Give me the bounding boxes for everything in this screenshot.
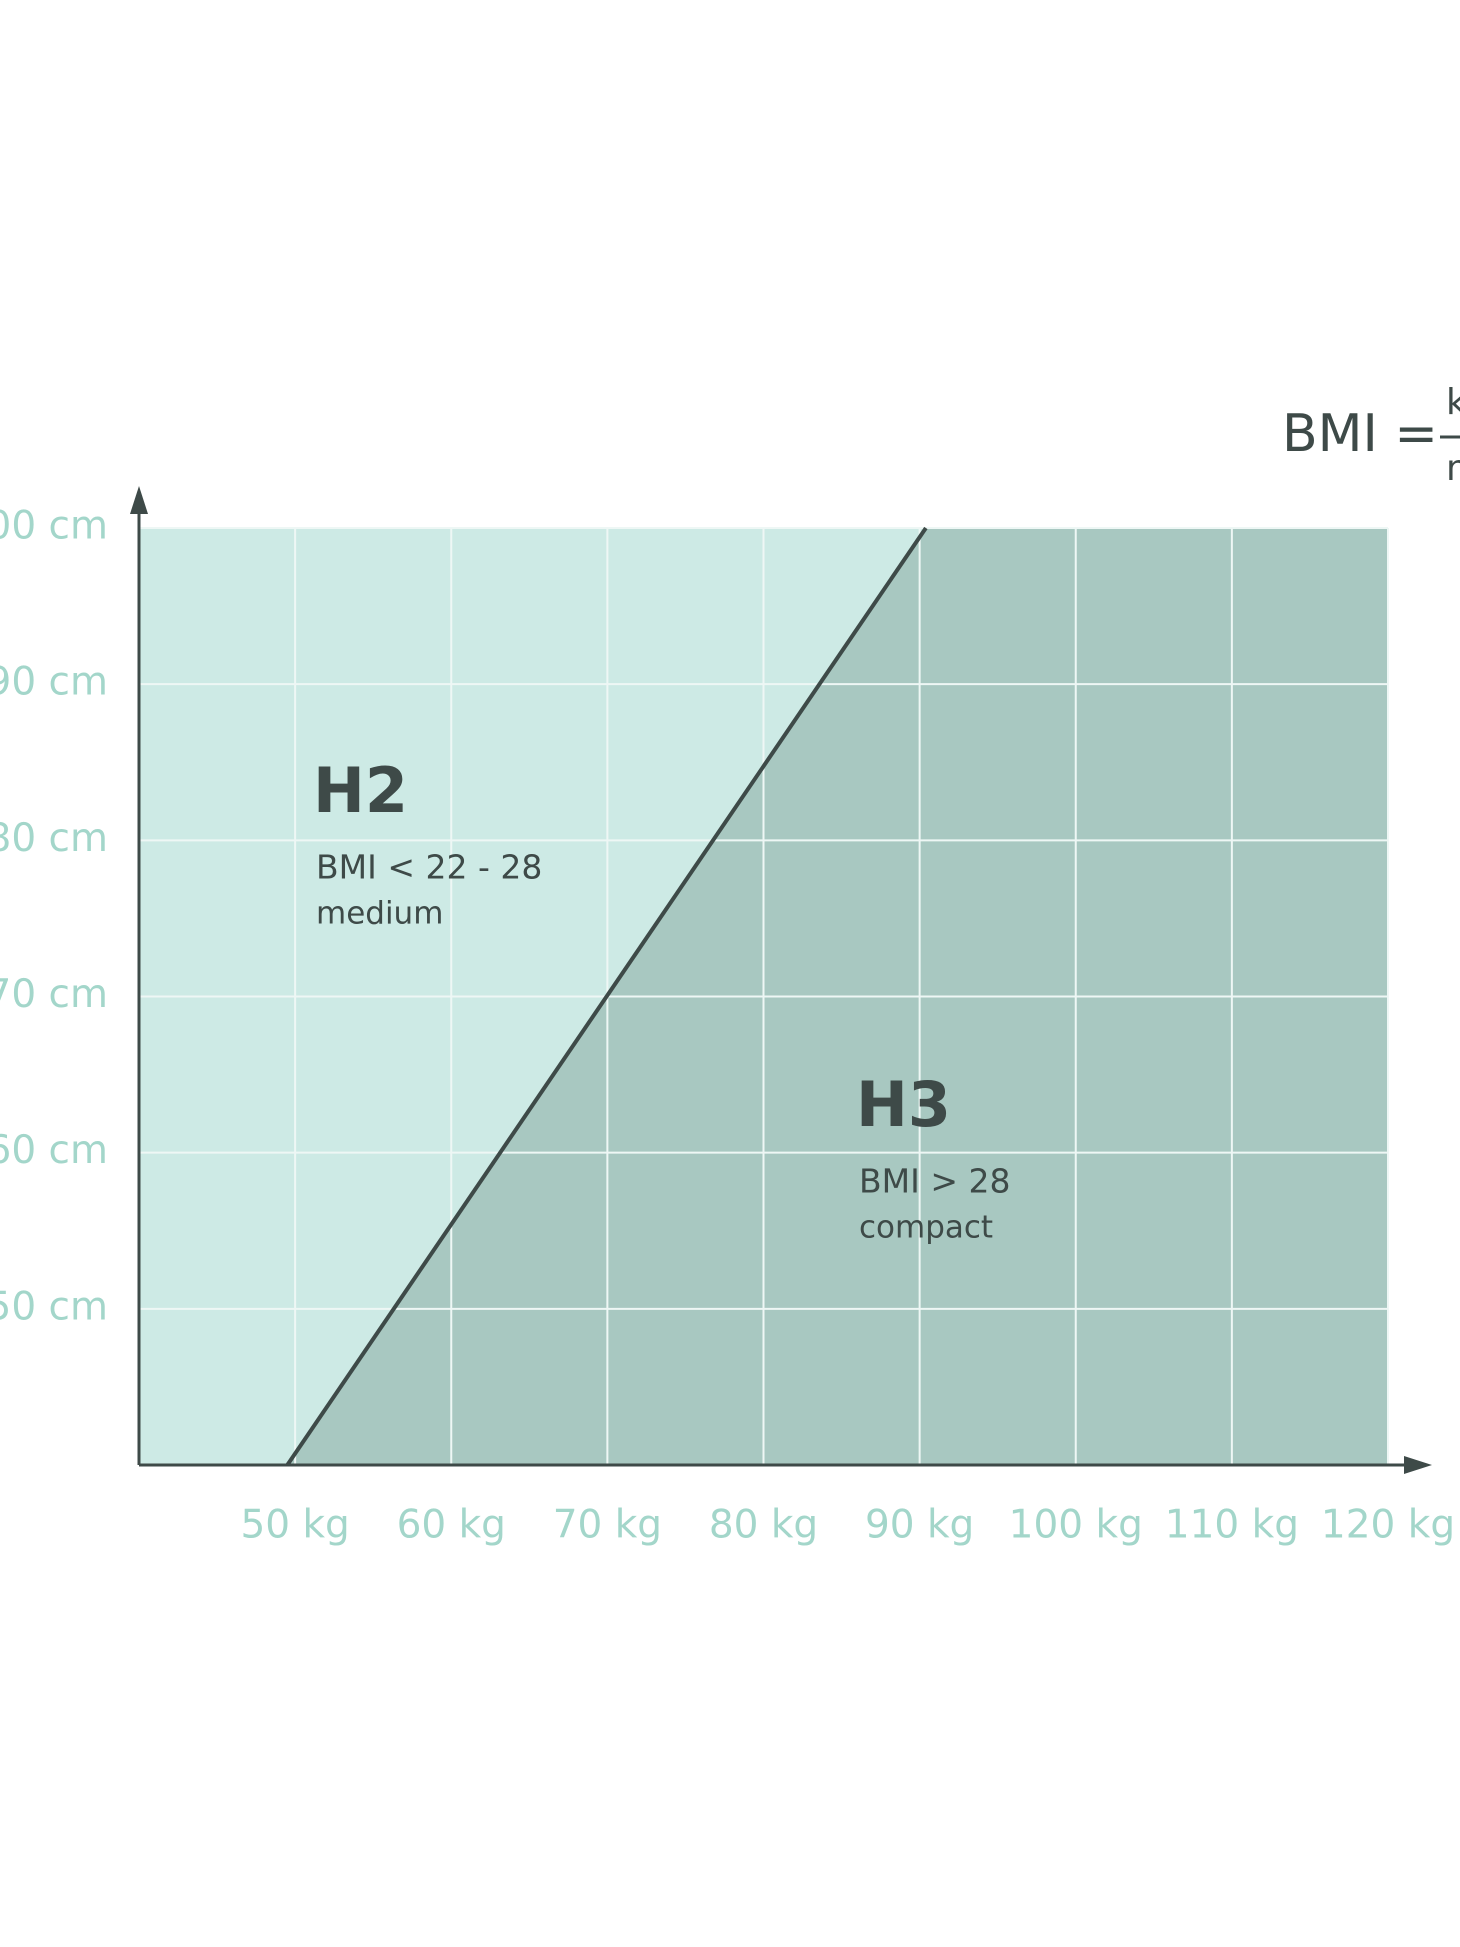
x-tick-label: 120 kg <box>1321 1503 1455 1548</box>
region-note: compact <box>859 1210 993 1246</box>
x-tick-label: 80 kg <box>709 1503 818 1548</box>
region-label: H3 <box>856 1068 951 1141</box>
x-tick-label: 90 kg <box>865 1503 974 1548</box>
y-tick-label: 160 cm <box>0 1128 108 1173</box>
formula-denominator: m² <box>1446 448 1460 489</box>
y-tick-label: 150 cm <box>0 1284 108 1329</box>
x-tick-label: 60 kg <box>397 1503 506 1548</box>
y-tick-label: 170 cm <box>0 972 108 1017</box>
x-tick-label: 70 kg <box>553 1503 662 1548</box>
x-tick-label: 50 kg <box>240 1503 349 1548</box>
y-axis-arrow <box>130 486 148 514</box>
boundary-line <box>285 526 928 1467</box>
region-note: BMI > 28 <box>859 1162 1010 1201</box>
y-tick-label: 190 cm <box>0 660 108 705</box>
x-tick-label: 100 kg <box>1009 1503 1143 1548</box>
region-note: BMI < 22 - 28 <box>316 848 542 887</box>
plot-area <box>139 527 1389 1465</box>
y-tick-label: 200 cm <box>0 504 108 549</box>
x-tick-label: 110 kg <box>1165 1503 1299 1548</box>
region-label: H2 <box>313 754 408 827</box>
formula-lhs: BMI = <box>1282 404 1438 464</box>
formula-numerator: kg <box>1446 382 1460 423</box>
region-note: medium <box>316 896 443 932</box>
x-axis-arrow <box>1404 1456 1432 1474</box>
y-tick-label: 180 cm <box>0 816 108 861</box>
